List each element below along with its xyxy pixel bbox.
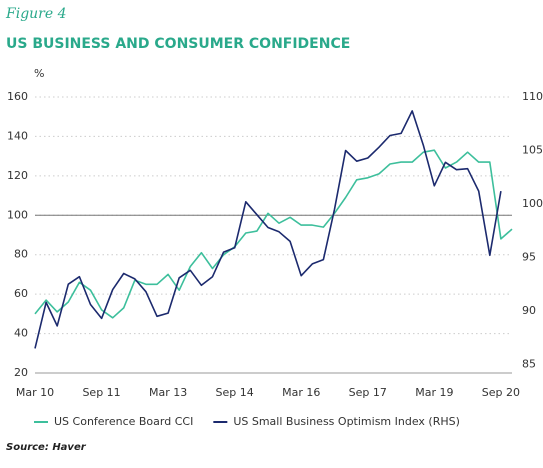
x-tick-label: Sep 20 bbox=[482, 386, 520, 399]
y-tick-label: 60 bbox=[14, 287, 28, 300]
series-line bbox=[34, 149, 513, 319]
x-tick-label: Mar 10 bbox=[16, 386, 54, 399]
y-tick-label: 160 bbox=[7, 90, 28, 103]
legend-label: US Small Business Optimism Index (RHS) bbox=[233, 415, 460, 428]
series-line bbox=[34, 110, 502, 349]
y-tick-label: 40 bbox=[14, 327, 28, 340]
y2-tick-label: 95 bbox=[522, 250, 536, 263]
y2-tick-label: 105 bbox=[522, 143, 543, 156]
y2-tick-label: 85 bbox=[522, 357, 536, 370]
source: Source: Haver bbox=[6, 442, 87, 453]
y2-tick-label: 100 bbox=[522, 197, 543, 210]
chart-title: US BUSINESS AND CONSUMER CONFIDENCE bbox=[6, 36, 350, 52]
y-tick-label: 20 bbox=[14, 366, 28, 379]
y-axis-label: % bbox=[34, 67, 44, 80]
x-tick-label: Mar 16 bbox=[282, 386, 320, 399]
legend-label: US Conference Board CCI bbox=[54, 415, 193, 428]
y2-tick-label: 110 bbox=[522, 90, 543, 103]
figure-label: Figure 4 bbox=[5, 6, 67, 22]
y-tick-label: 80 bbox=[14, 248, 28, 261]
x-tick-label: Sep 14 bbox=[216, 386, 254, 399]
y-tick-label: 120 bbox=[7, 169, 28, 182]
x-tick-label: Sep 17 bbox=[349, 386, 387, 399]
x-tick-label: Mar 19 bbox=[415, 386, 453, 399]
y-tick-label: 140 bbox=[7, 129, 28, 142]
y-tick-label: 100 bbox=[7, 208, 28, 221]
x-tick-label: Mar 13 bbox=[149, 386, 187, 399]
x-tick-label: Sep 11 bbox=[82, 386, 120, 399]
y2-tick-label: 90 bbox=[522, 304, 536, 317]
